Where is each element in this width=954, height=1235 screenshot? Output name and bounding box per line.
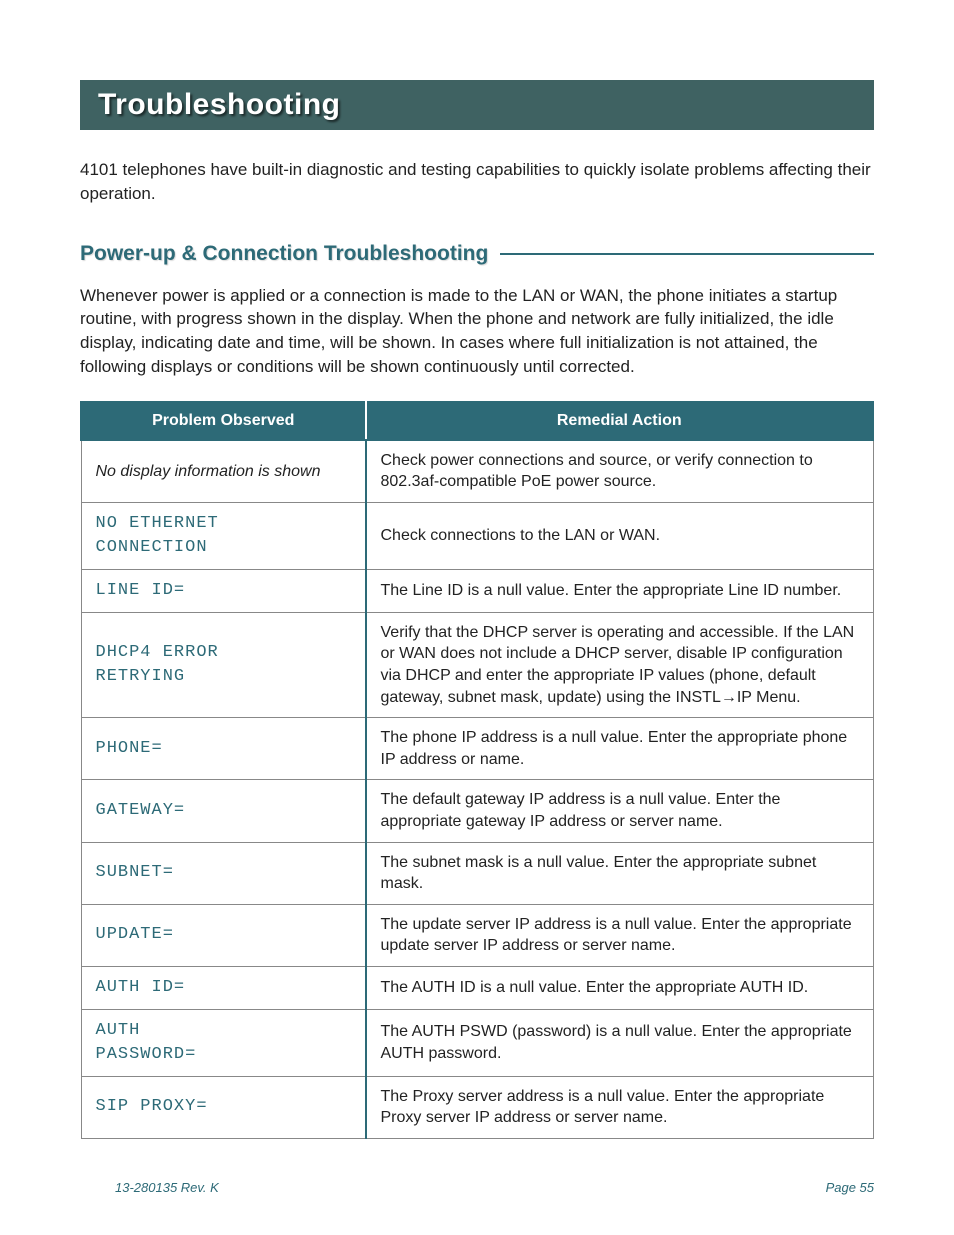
table-row: PHONE= The phone IP address is a null val… <box>81 718 873 780</box>
remedy-cell: The AUTH PSWD (password) is a null value… <box>366 1009 874 1076</box>
table-row: AUTHPASSWORD= The AUTH PSWD (password) is… <box>81 1009 873 1076</box>
section-heading: Power-up & Connection Troubleshooting <box>80 242 500 266</box>
problem-cell: UPDATE= <box>81 904 366 966</box>
remedy-cell: The phone IP address is a null value. En… <box>366 718 874 780</box>
section-heading-rule <box>500 253 874 255</box>
problem-cell: No display information is shown <box>81 440 366 503</box>
remedy-cell: The subnet mask is a null value. Enter t… <box>366 842 874 904</box>
table-row: LINE ID= The Line ID is a null value. Ent… <box>81 569 873 612</box>
table-row: UPDATE= The update server IP address is a… <box>81 904 873 966</box>
section-intro-paragraph: Whenever power is applied or a connectio… <box>80 284 874 379</box>
problem-cell: GATEWAY= <box>81 780 366 842</box>
troubleshooting-table: Problem Observed Remedial Action No disp… <box>80 401 874 1139</box>
table-row: AUTH ID= The AUTH ID is a null value. Ent… <box>81 966 873 1009</box>
problem-text: PHONE= <box>96 739 163 758</box>
page-title-bar: Troubleshooting <box>80 80 874 130</box>
remedy-cell: The AUTH ID is a null value. Enter the a… <box>366 966 874 1009</box>
problem-cell: SIP PROXY= <box>81 1076 366 1138</box>
remedy-cell: The update server IP address is a null v… <box>366 904 874 966</box>
problem-text: DHCP4 ERRORRETRYING <box>96 643 219 686</box>
problem-cell: AUTH ID= <box>81 966 366 1009</box>
problem-cell: LINE ID= <box>81 569 366 612</box>
document-page: Troubleshooting 4101 telephones have bui… <box>0 0 954 1235</box>
problem-text: LINE ID= <box>96 581 186 600</box>
table-row: No display information is shown Check pow… <box>81 440 873 503</box>
problem-text: UPDATE= <box>96 925 174 944</box>
table-row: GATEWAY= The default gateway IP address i… <box>81 780 873 842</box>
remedy-cell: The default gateway IP address is a null… <box>366 780 874 842</box>
intro-paragraph: 4101 telephones have built-in diagnostic… <box>80 158 874 206</box>
problem-text: SUBNET= <box>96 863 174 882</box>
remedy-cell: Check power connections and source, or v… <box>366 440 874 503</box>
remedy-cell: Verify that the DHCP server is operating… <box>366 612 874 717</box>
problem-text: NO ETHERNETCONNECTION <box>96 514 219 557</box>
table-row: NO ETHERNETCONNECTION Check connections t… <box>81 502 873 569</box>
col-header-problem: Problem Observed <box>81 402 366 440</box>
table-row: DHCP4 ERRORRETRYING Verify that the DHCP … <box>81 612 873 717</box>
problem-cell: NO ETHERNETCONNECTION <box>81 502 366 569</box>
table-row: SUBNET= The subnet mask is a null value. … <box>81 842 873 904</box>
problem-cell: PHONE= <box>81 718 366 780</box>
problem-cell: DHCP4 ERRORRETRYING <box>81 612 366 717</box>
table-header-row: Problem Observed Remedial Action <box>81 402 873 440</box>
problem-text: AUTH ID= <box>96 978 186 997</box>
remedy-cell: The Proxy server address is a null value… <box>366 1076 874 1138</box>
problem-text: SIP PROXY= <box>96 1097 208 1116</box>
footer-doc-id: 13-280135 Rev. K <box>115 1180 219 1195</box>
remedy-cell: The Line ID is a null value. Enter the a… <box>366 569 874 612</box>
page-title: Troubleshooting <box>98 88 856 122</box>
problem-cell: SUBNET= <box>81 842 366 904</box>
problem-cell: AUTHPASSWORD= <box>81 1009 366 1076</box>
footer-page-number: Page 55 <box>826 1180 874 1195</box>
table-row: SIP PROXY= The Proxy server address is a … <box>81 1076 873 1138</box>
section-heading-row: Power-up & Connection Troubleshooting <box>80 242 874 266</box>
problem-text: GATEWAY= <box>96 801 186 820</box>
problem-text: No display information is shown <box>96 463 321 480</box>
remedy-cell: Check connections to the LAN or WAN. <box>366 502 874 569</box>
col-header-remedy: Remedial Action <box>366 402 874 440</box>
problem-text: AUTHPASSWORD= <box>96 1021 197 1064</box>
page-footer: 13-280135 Rev. K Page 55 <box>115 1180 874 1195</box>
